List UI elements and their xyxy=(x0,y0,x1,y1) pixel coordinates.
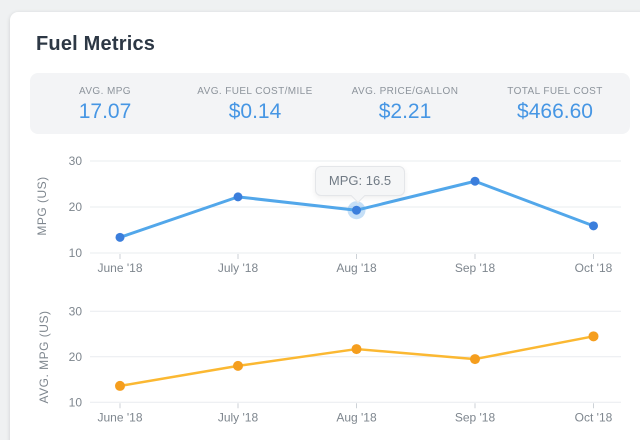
stat-value: 17.07 xyxy=(78,99,132,123)
svg-text:June '18: June '18 xyxy=(98,410,143,424)
mpg-line-chart[interactable]: 10 20 30 June '18 July '18 Aug '18 Sep '18 Oct … xyxy=(0,145,640,280)
svg-text:20: 20 xyxy=(69,200,83,214)
stats-bar: AVG. MPG 17.07 AVG. FUEL COST/MILE $0.14… xyxy=(30,73,630,134)
stat-label: AVG. FUEL COST/MILE xyxy=(197,85,313,97)
svg-text:20: 20 xyxy=(69,350,83,364)
svg-text:Aug '18: Aug '18 xyxy=(336,410,377,424)
svg-text:10: 10 xyxy=(69,395,83,409)
stat-label: AVG. PRICE/GALLON xyxy=(351,85,459,97)
svg-text:30: 30 xyxy=(69,154,83,168)
page-title: Fuel Metrics xyxy=(36,33,156,55)
svg-text:Sep '18: Sep '18 xyxy=(455,410,496,424)
stat-avg-price-gallon: AVG. PRICE/GALLON $2.21 xyxy=(330,73,480,134)
stat-value: $0.14 xyxy=(228,99,282,123)
chart-tooltip: MPG: 16.5 xyxy=(315,166,405,204)
stat-total-fuel-cost: TOTAL FUEL COST $466.60 xyxy=(480,73,630,134)
stat-label: TOTAL FUEL COST xyxy=(507,85,603,97)
avg-mpg-line-chart[interactable]: 10 20 30 June '18 July '18 Aug '18 Sep '18 Oct … xyxy=(0,295,640,440)
stat-value: $2.21 xyxy=(378,99,432,123)
svg-text:30: 30 xyxy=(69,304,83,318)
stat-avg-mpg: AVG. MPG 17.07 xyxy=(30,73,180,134)
chart-tooltip-text: MPG: 16.5 xyxy=(328,173,392,188)
svg-text:10: 10 xyxy=(69,246,83,260)
svg-text:Oct '18: Oct '18 xyxy=(575,410,613,424)
svg-text:June '18: June '18 xyxy=(98,261,143,275)
svg-text:Aug '18: Aug '18 xyxy=(336,261,377,275)
stat-avg-fuel-cost-mile: AVG. FUEL COST/MILE $0.14 xyxy=(180,73,330,134)
stat-label: AVG. MPG xyxy=(79,85,131,97)
svg-text:July '18: July '18 xyxy=(218,261,259,275)
svg-text:Oct '18: Oct '18 xyxy=(575,261,613,275)
stat-value: $466.60 xyxy=(517,99,593,123)
svg-text:Sep '18: Sep '18 xyxy=(455,261,496,275)
svg-text:July '18: July '18 xyxy=(218,410,259,424)
